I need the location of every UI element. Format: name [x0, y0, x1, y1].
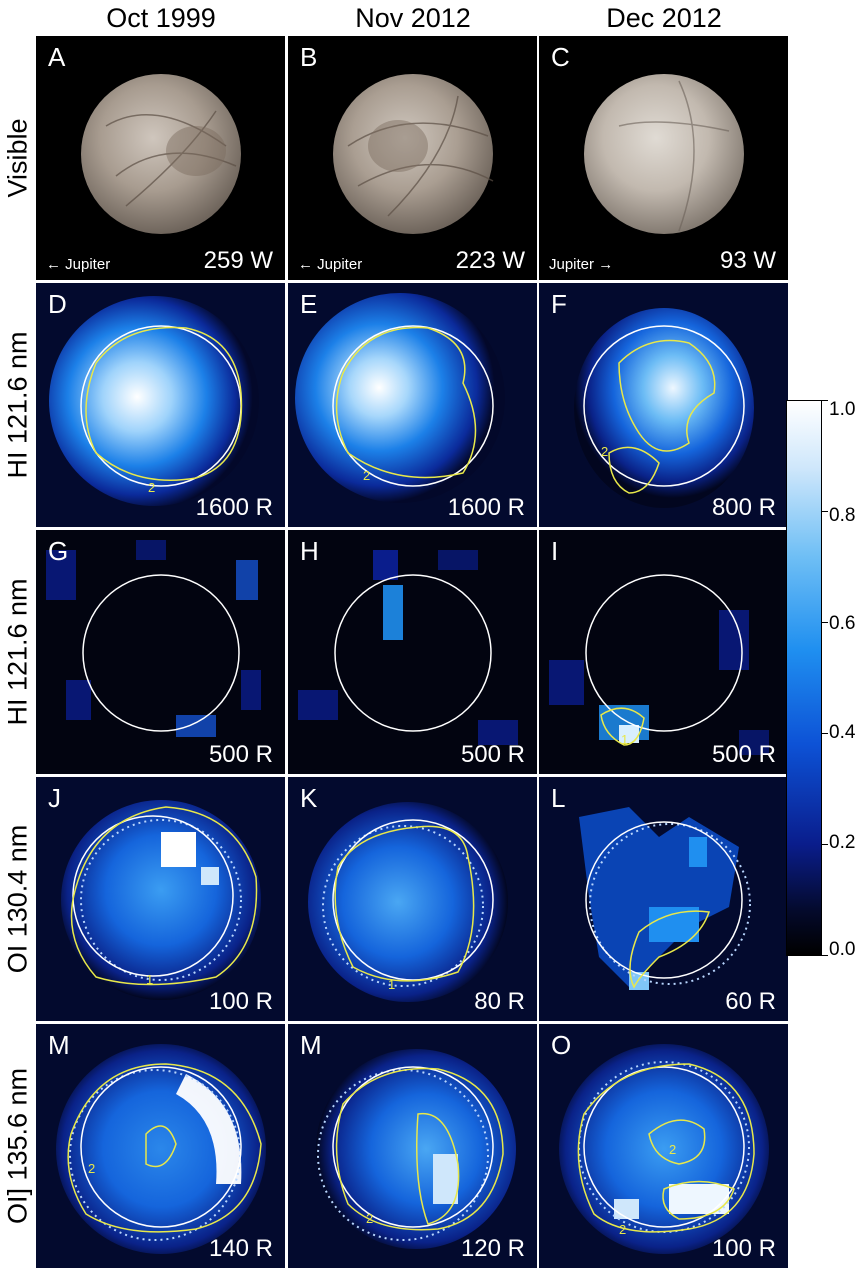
row-header-oi-1356: OI] 135.6 nm — [2, 1067, 33, 1225]
contour-label: 2 — [601, 444, 608, 459]
colorbar-tick — [822, 955, 828, 956]
contour-label: 2 — [363, 468, 370, 483]
emission-map: 2 — [539, 283, 788, 527]
panel-letter: F — [551, 289, 567, 319]
contour-label: 2 — [669, 1142, 676, 1157]
colorbar-tick — [822, 511, 828, 512]
panel-letter: D — [48, 289, 67, 319]
colorbar-label: 1.0 — [829, 399, 856, 420]
panel-g: G 500 R — [36, 530, 285, 774]
panel-letter: L — [551, 783, 566, 813]
emission-map: 1 — [539, 530, 788, 774]
longitude-label: 223 W — [455, 247, 525, 274]
column-header-oct-1999: Oct 1999 — [106, 3, 216, 33]
panel-m-1: 2 M 140 R — [36, 1024, 285, 1268]
colorbar-tick — [822, 400, 828, 401]
emission-map: 2 — [288, 1024, 537, 1268]
colorbar-label: 0.0 — [829, 939, 856, 960]
europa-visible-image — [584, 74, 744, 234]
contour-label: 1 — [146, 972, 153, 987]
brightness-scale-label: 80 R — [474, 988, 525, 1015]
column-header-nov-2012: Nov 2012 — [355, 3, 471, 33]
contour-label: 1 — [388, 977, 395, 992]
emission-map: 1 — [36, 777, 285, 1021]
panel-letter: A — [48, 42, 66, 72]
panel-letter: B — [300, 42, 318, 72]
brightness-scale-label: 60 R — [725, 988, 776, 1015]
panel-k: 1 K 80 R — [288, 777, 537, 1021]
emission-map: 2 — [36, 283, 285, 527]
contour-label: 2 — [88, 1161, 95, 1176]
emission-map — [539, 777, 788, 1021]
europa-visible-image — [81, 74, 241, 234]
panel-a: A ← Jupiter 259 W — [36, 36, 285, 280]
emission-map: 1 — [288, 777, 537, 1021]
brightness-scale-label: 140 R — [208, 1235, 273, 1262]
jupiter-direction: ← Jupiter — [298, 256, 363, 273]
brightness-scale-label: 100 R — [711, 1235, 776, 1262]
row-header-visible: Visible — [2, 118, 33, 198]
colorbar-label: 0.6 — [829, 613, 856, 634]
contour-label: 2 — [148, 480, 155, 495]
longitude-label: 93 W — [719, 247, 776, 274]
panel-letter: E — [300, 289, 318, 319]
panel-letter: K — [300, 783, 318, 813]
row-header-oi-1304: OI 130.4 nm — [2, 824, 33, 974]
panel-letter: M — [48, 1030, 70, 1060]
colorbar-label: 0.2 — [829, 832, 856, 853]
panel-e: 2 E 1600 R — [288, 283, 537, 527]
panel-d: 2 D 1600 R — [36, 283, 285, 527]
emission-map: 2 — [36, 1024, 285, 1268]
panel-letter: G — [48, 536, 69, 566]
panel-letter: O — [551, 1030, 572, 1060]
emission-map — [36, 530, 285, 774]
jupiter-direction: ← Jupiter — [46, 256, 111, 273]
row-header-hi-2: HI 121.6 nm — [2, 578, 33, 726]
panel-letter: H — [300, 536, 319, 566]
panel-letter: J — [48, 783, 61, 813]
europa-visible-image — [333, 74, 494, 234]
emission-map — [288, 530, 537, 774]
brightness-scale-label: 1600 R — [195, 494, 273, 521]
colorbar — [786, 400, 822, 956]
panel-letter: C — [551, 42, 570, 72]
brightness-scale-label: 500 R — [460, 741, 525, 768]
panel-letter: M — [300, 1030, 322, 1060]
colorbar-label: 0.8 — [829, 505, 856, 526]
colorbar-tick — [822, 733, 828, 734]
brightness-scale-label: 500 R — [208, 741, 273, 768]
panel-letter: I — [551, 536, 559, 566]
panel-i: 1 I 500 R — [539, 530, 788, 774]
panel-c: C Jupiter → 93 W — [539, 36, 788, 280]
brightness-scale-label: 800 R — [711, 494, 776, 521]
panel-l: L 60 R — [539, 777, 788, 1021]
contour-label: 2 — [366, 1211, 373, 1226]
contour-label: 1 — [621, 732, 628, 747]
row-header-hi-1: HI 121.6 nm — [2, 331, 33, 479]
panel-h: H 500 R — [288, 530, 537, 774]
longitude-label: 259 W — [203, 247, 273, 274]
panel-m-2: 2 M 120 R — [288, 1024, 537, 1268]
jupiter-direction: Jupiter → — [549, 256, 614, 273]
panel-o: 2 2 O 100 R — [539, 1024, 788, 1268]
emission-map: 2 — [288, 283, 537, 527]
panel-j: 1 J 100 R — [36, 777, 285, 1021]
brightness-scale-label: 120 R — [460, 1235, 525, 1262]
brightness-scale-label: 1600 R — [447, 494, 525, 521]
colorbar-tick — [822, 622, 828, 623]
contour-label: 2 — [619, 1222, 626, 1237]
emission-map: 2 2 — [539, 1024, 788, 1268]
brightness-scale-label: 500 R — [711, 741, 776, 768]
panel-f: 2 F 800 R — [539, 283, 788, 527]
colorbar-label: 0.4 — [829, 722, 856, 743]
panel-b: B ← Jupiter 223 W — [288, 36, 537, 280]
brightness-scale-label: 100 R — [208, 988, 273, 1015]
colorbar-tick — [822, 844, 828, 845]
column-header-dec-2012: Dec 2012 — [606, 3, 722, 33]
